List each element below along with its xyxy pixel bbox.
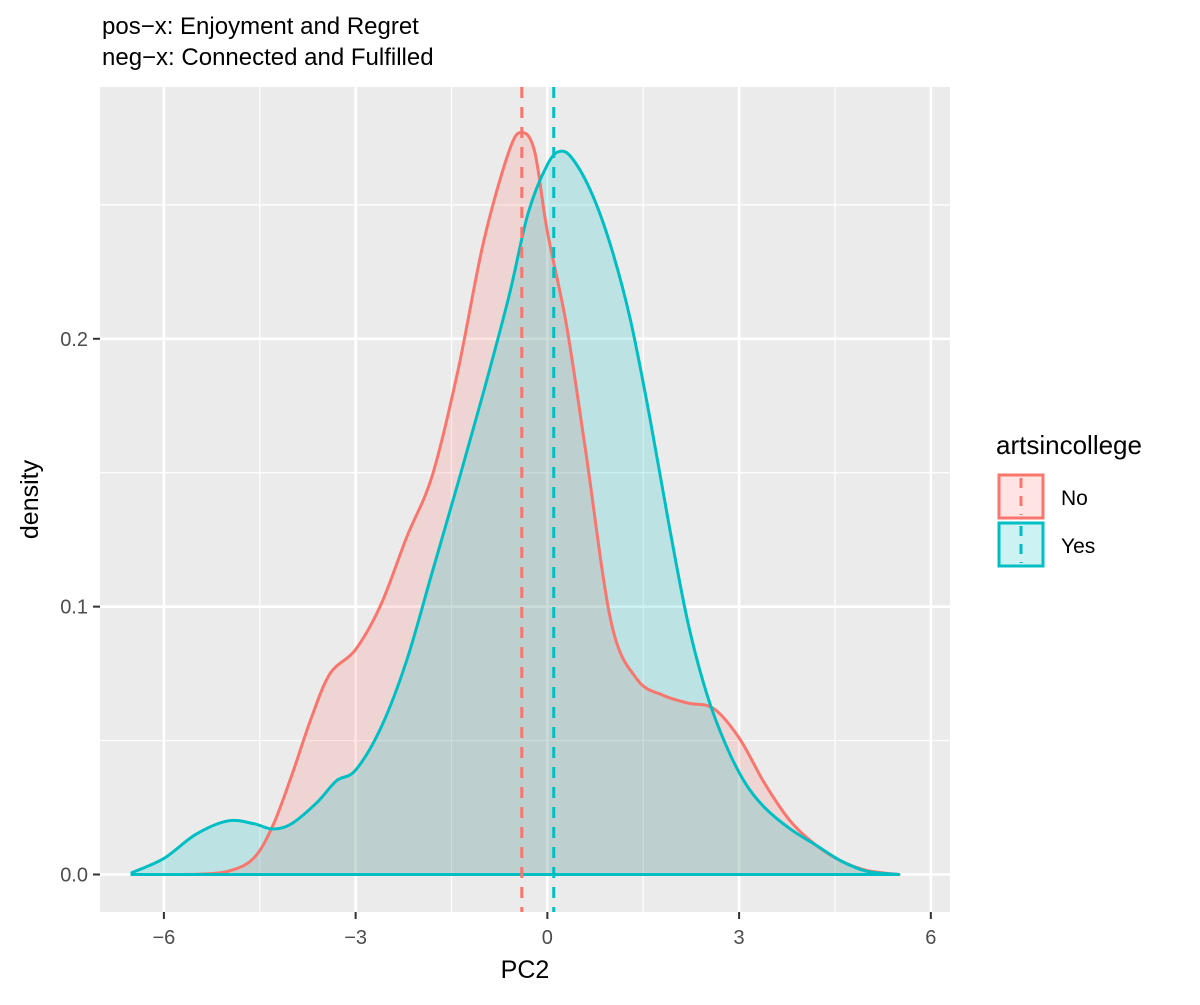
- density-line-no: [130, 131, 901, 876]
- legend-label-yes: Yes: [1061, 535, 1095, 558]
- mean-lines: [520, 87, 556, 912]
- x-tick-label: 0: [542, 927, 553, 949]
- y-tick-label: 0.2: [60, 329, 88, 351]
- density-lines: [130, 131, 901, 876]
- x-tick-label: −6: [153, 927, 176, 949]
- x-tick-label: −3: [344, 927, 367, 949]
- y-axis: 0.0 0.1 0.2: [60, 329, 100, 887]
- y-tick-label: 0.1: [60, 597, 88, 619]
- minor-gridlines: [100, 87, 950, 912]
- x-tick-label: 3: [734, 927, 745, 949]
- y-axis-title: density: [16, 459, 44, 539]
- subtitle-line: neg−x: Connected and Fulfilled: [102, 44, 434, 71]
- legend-key-yes: [997, 521, 1045, 568]
- density-area-yes: [131, 151, 899, 875]
- subtitle: pos−x: Enjoyment and Regret neg−x: Connec…: [102, 13, 434, 71]
- density-line-yes: [130, 149, 901, 876]
- legend-key-no: [997, 473, 1045, 520]
- x-axis-title: PC2: [501, 956, 550, 984]
- x-tick-label: 6: [925, 927, 936, 949]
- y-tick-label: 0.0: [60, 865, 88, 887]
- legend-label-no: No: [1061, 487, 1088, 510]
- x-axis: −6 −3 0 3 6: [153, 912, 936, 949]
- legend-title: artsincollege: [996, 430, 1142, 460]
- legend: artsincollege No Yes: [996, 430, 1142, 568]
- subtitle-line: pos−x: Enjoyment and Regret: [102, 13, 419, 40]
